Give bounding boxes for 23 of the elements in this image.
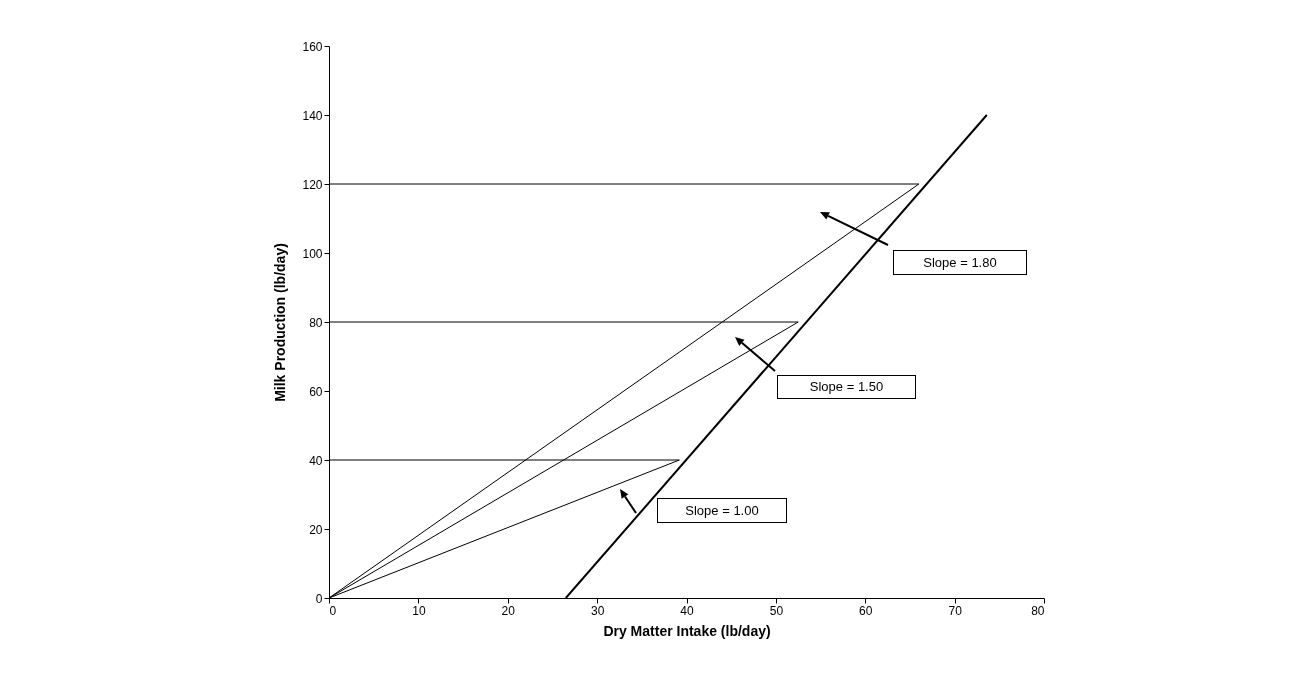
y-tick-label: 160 xyxy=(302,39,323,54)
y-tick-label: 60 xyxy=(309,384,323,399)
y-axis-title: Milk Production (lb/day) xyxy=(272,243,289,402)
x-tick-label: 20 xyxy=(501,603,516,618)
x-axis-title: Dry Matter Intake (lb/day) xyxy=(603,622,771,639)
y-tick-label: 120 xyxy=(302,177,323,192)
x-tick-label: 10 xyxy=(412,603,426,618)
x-tick-label: 80 xyxy=(1031,603,1045,618)
x-tick-label: 70 xyxy=(948,603,963,618)
y-tick-label: 140 xyxy=(302,108,323,123)
x-tick-label: 30 xyxy=(590,603,605,618)
label-box: Slope = 1.50 xyxy=(777,375,916,399)
y-tick-label: 100 xyxy=(302,246,323,261)
x-tick-label: 50 xyxy=(769,603,784,618)
y-tick-label: 20 xyxy=(309,522,323,537)
x-tick-label: 0 xyxy=(329,603,337,618)
y-tick-label: 40 xyxy=(309,453,323,468)
x-tick-label: 60 xyxy=(859,603,873,618)
x-tick-label: 40 xyxy=(680,603,694,618)
label-box: Slope = 1.00 xyxy=(657,498,787,523)
y-tick-label: 0 xyxy=(315,591,323,606)
label-box: Slope = 1.80 xyxy=(893,250,1027,275)
y-tick-label: 80 xyxy=(309,315,323,330)
